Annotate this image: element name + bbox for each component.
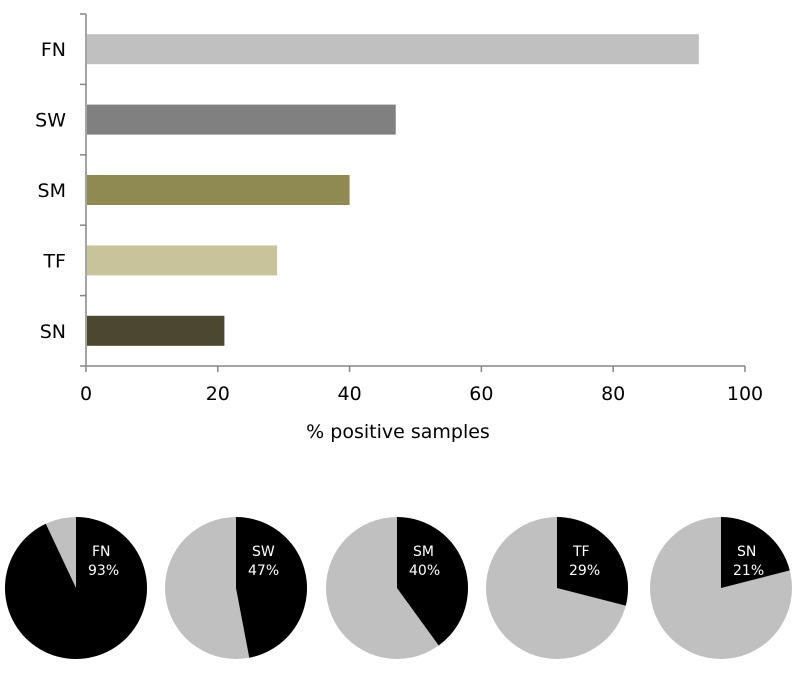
pie-label: TF (572, 544, 590, 560)
bar-sm (87, 175, 350, 205)
pie-slice-positive (236, 517, 307, 658)
x-axis-label: % positive samples (306, 421, 490, 443)
bar-sn (87, 315, 225, 346)
pie-label: SM (413, 544, 434, 560)
pie-percent-label: 93% (88, 563, 119, 579)
x-tick-label: 0 (80, 383, 92, 405)
pie-percent-label: 40% (409, 563, 440, 579)
x-tick-label: 40 (338, 383, 362, 405)
x-tick-label: 100 (727, 383, 763, 405)
y-tick-label: SN (40, 321, 66, 343)
y-tick-label: FN (41, 39, 66, 61)
x-tick-label: 80 (601, 383, 625, 405)
y-tick-label: SM (38, 180, 66, 202)
pie-sn: SN 21% (650, 517, 792, 659)
pie-slice-positive (4, 517, 147, 659)
pie-sw: SW 47% (165, 517, 307, 659)
x-tick-label: 20 (206, 383, 230, 405)
bar-sw (87, 104, 396, 135)
pie-percent-label: 29% (569, 563, 600, 579)
pie-label: SW (252, 544, 275, 560)
pie-slice-positive (557, 517, 628, 606)
pie-sm: SM 40% (326, 517, 468, 659)
pie-slice-positive (721, 517, 790, 588)
pie-tf: TF 29% (486, 517, 628, 659)
y-tick-label: TF (42, 250, 66, 272)
pie-slice-positive (397, 517, 468, 646)
pie-charts: FN 93% SW 47% SM 40% TF 29% SN 21% (4, 517, 792, 659)
pie-percent-label: 21% (733, 563, 764, 579)
y-tick-label: SW (35, 110, 66, 132)
x-tick-label: 60 (469, 383, 493, 405)
pie-fn: FN 93% (4, 517, 147, 659)
bar-chart: FN SW SM TF SN 0 20 40 60 80 100 % positive sampl… (35, 13, 763, 443)
pie-percent-label: 47% (248, 563, 279, 579)
bar-tf (87, 245, 278, 276)
pie-label: SN (737, 544, 756, 560)
pie-label: FN (92, 544, 111, 560)
bar-fn (87, 34, 699, 65)
